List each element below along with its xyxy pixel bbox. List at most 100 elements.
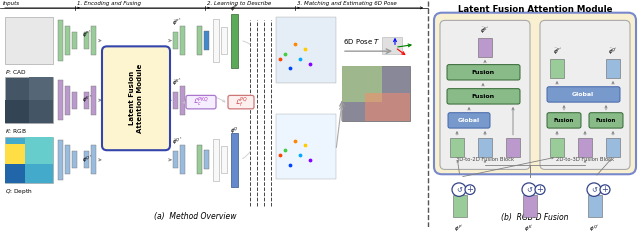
Text: $P$: CAD: $P$: CAD — [5, 67, 27, 75]
Bar — [91, 145, 96, 174]
Bar — [72, 151, 77, 168]
Circle shape — [522, 183, 536, 196]
Point — [305, 62, 315, 66]
Bar — [342, 66, 382, 102]
Bar — [606, 138, 620, 157]
Text: $\tilde{\phi}^{Q^{\prime}}$: $\tilde{\phi}^{Q^{\prime}}$ — [608, 47, 618, 57]
Text: $\phi^{K^{\prime}}$: $\phi^{K^{\prime}}$ — [524, 224, 534, 235]
Text: Inputs: Inputs — [3, 1, 20, 6]
Bar — [204, 31, 209, 50]
Bar — [578, 138, 592, 157]
Bar — [84, 32, 89, 49]
Text: Fusion: Fusion — [472, 70, 495, 75]
Point — [280, 148, 290, 152]
Bar — [231, 14, 238, 67]
FancyBboxPatch shape — [547, 113, 581, 128]
Bar — [550, 59, 564, 78]
Text: Fusion: Fusion — [596, 118, 616, 123]
Point — [300, 144, 310, 147]
Text: $\tilde{\phi}^{K^*}$: $\tilde{\phi}^{K^*}$ — [172, 76, 182, 89]
Point — [290, 43, 300, 46]
Text: +: + — [536, 185, 543, 194]
Bar — [606, 59, 620, 78]
Text: Latent Fusion
Attention Module: Latent Fusion Attention Module — [129, 64, 143, 133]
Point — [285, 163, 295, 167]
Bar — [65, 86, 70, 115]
Bar — [84, 92, 89, 109]
Bar — [506, 138, 520, 157]
FancyBboxPatch shape — [440, 20, 530, 169]
Text: $\phi^{P^{\prime}}$: $\phi^{P^{\prime}}$ — [454, 224, 463, 235]
Circle shape — [600, 185, 610, 194]
Bar — [197, 26, 202, 55]
Bar — [5, 77, 53, 123]
Text: Fusion: Fusion — [554, 118, 574, 123]
Bar — [342, 66, 410, 121]
Bar — [5, 137, 53, 183]
Bar — [180, 26, 185, 55]
Bar — [84, 151, 89, 168]
Text: $\mathcal{L}_c^{PKQ}$: $\mathcal{L}_c^{PKQ}$ — [193, 95, 209, 109]
Bar — [58, 20, 63, 61]
Text: $\tilde{\phi}^{K^{\prime}}$: $\tilde{\phi}^{K^{\prime}}$ — [481, 26, 490, 36]
Bar — [173, 92, 178, 109]
Text: $\phi^{Q^{\prime}}$: $\phi^{Q^{\prime}}$ — [589, 224, 599, 235]
Bar — [5, 100, 29, 123]
Text: $Q$: Depth: $Q$: Depth — [5, 187, 33, 196]
FancyBboxPatch shape — [547, 87, 620, 102]
Point — [275, 153, 285, 157]
Text: 2. Learning to Describe: 2. Learning to Describe — [207, 1, 271, 6]
Bar — [213, 20, 219, 62]
Text: Fusion: Fusion — [472, 94, 495, 99]
Point — [290, 139, 300, 142]
Point — [295, 57, 305, 61]
Text: $\tilde{\phi}^{P^{\prime}}$: $\tilde{\phi}^{P^{\prime}}$ — [552, 47, 561, 57]
Point — [295, 153, 305, 157]
Text: 6D Pose $T$: 6D Pose $T$ — [343, 37, 381, 46]
FancyBboxPatch shape — [186, 95, 216, 109]
Text: $\circlearrowleft$: $\circlearrowleft$ — [525, 185, 533, 194]
Bar — [478, 38, 492, 57]
Text: +: + — [602, 185, 609, 194]
FancyBboxPatch shape — [434, 13, 636, 174]
Point — [300, 47, 310, 51]
Text: 1. Encoding and Fusing: 1. Encoding and Fusing — [77, 1, 141, 6]
Circle shape — [535, 185, 545, 194]
Bar — [58, 140, 63, 180]
Bar — [382, 37, 402, 54]
Bar — [173, 151, 178, 168]
Text: $K$: RGB: $K$: RGB — [5, 127, 27, 135]
Text: Global: Global — [458, 118, 480, 123]
Text: $\tilde{\phi}^{P^*}$: $\tilde{\phi}^{P^*}$ — [172, 16, 182, 29]
Text: $\phi^{K^*}$: $\phi^{K^*}$ — [82, 93, 92, 106]
Circle shape — [452, 183, 466, 196]
Bar — [204, 150, 209, 169]
FancyBboxPatch shape — [540, 20, 630, 169]
FancyBboxPatch shape — [447, 89, 520, 104]
Text: 2D-to-3D Fusion Block: 2D-to-3D Fusion Block — [556, 157, 614, 162]
FancyBboxPatch shape — [102, 46, 170, 150]
Bar — [91, 86, 96, 115]
Text: (a)  Method Overview: (a) Method Overview — [154, 212, 236, 221]
Bar — [180, 145, 185, 174]
Bar — [276, 17, 336, 83]
FancyBboxPatch shape — [448, 113, 490, 128]
Text: 3D-to-2D Fusion Block: 3D-to-2D Fusion Block — [456, 157, 514, 162]
Text: $\circlearrowleft$: $\circlearrowleft$ — [589, 185, 598, 194]
Text: +: + — [467, 185, 474, 194]
Bar — [231, 133, 238, 187]
Text: $\circlearrowleft$: $\circlearrowleft$ — [454, 185, 463, 194]
Text: 3. Matching and Estimating 6D Pose: 3. Matching and Estimating 6D Pose — [297, 1, 397, 6]
Text: $\mathcal{L}_f^{PQ}$: $\mathcal{L}_f^{PQ}$ — [234, 95, 248, 109]
Bar — [180, 86, 185, 115]
Bar — [523, 196, 537, 217]
Text: $\phi^Q$: $\phi^Q$ — [230, 125, 238, 136]
Bar — [5, 164, 25, 183]
Bar — [5, 145, 25, 164]
Text: Global: Global — [572, 92, 594, 97]
FancyBboxPatch shape — [589, 113, 623, 128]
Bar — [221, 27, 227, 54]
Text: $\phi^{P^*}$: $\phi^{P^*}$ — [82, 28, 92, 41]
FancyBboxPatch shape — [228, 95, 254, 109]
Bar — [25, 137, 53, 164]
